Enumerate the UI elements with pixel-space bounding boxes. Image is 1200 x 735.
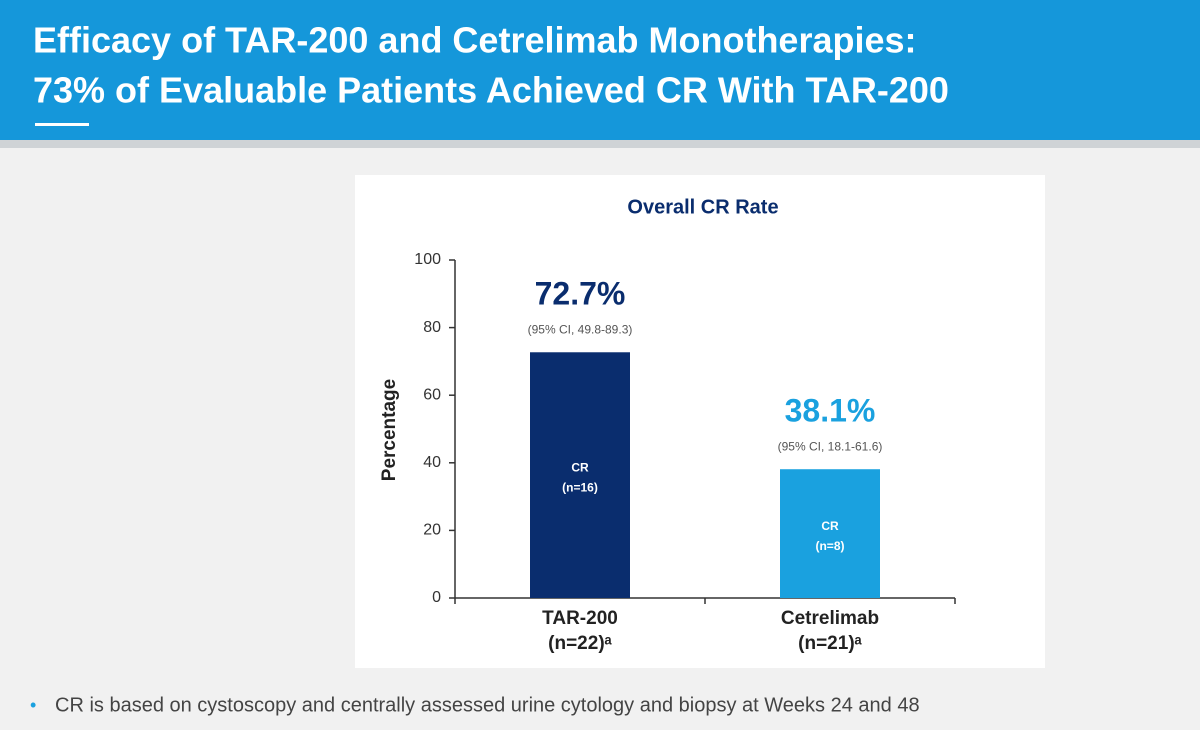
value-label: 72.7% <box>535 276 626 312</box>
y-tick-label: 100 <box>414 251 441 268</box>
y-tick-label: 60 <box>423 386 441 403</box>
y-axis-label: Percentage <box>379 379 400 481</box>
bar-label: CR <box>571 460 589 474</box>
y-tick-label: 80 <box>423 319 441 336</box>
chart-panel <box>355 175 1045 668</box>
x-tick-label: TAR-200 <box>542 608 618 629</box>
header-shadow <box>0 140 1200 148</box>
slide-title-line: 73% of Evaluable Patients Achieved CR Wi… <box>33 70 949 111</box>
header-accent <box>35 123 89 126</box>
y-tick-label: 20 <box>423 522 441 539</box>
y-tick-label: 40 <box>423 454 441 471</box>
slide-title-line: Efficacy of TAR-200 and Cetrelimab Monot… <box>33 20 917 61</box>
y-tick-label: 0 <box>432 589 441 606</box>
x-tick-label: Cetrelimab <box>781 608 879 629</box>
chart-title: Overall CR Rate <box>627 196 778 218</box>
bar <box>780 469 880 598</box>
ci-label: (95% CI, 49.8-89.3) <box>528 322 633 336</box>
header-band <box>0 0 1200 140</box>
x-tick-sublabel: (n=21)ᵃ <box>798 633 862 654</box>
bar-label: (n=8) <box>815 539 844 553</box>
value-label: 38.1% <box>785 393 876 429</box>
ci-label: (95% CI, 18.1-61.6) <box>778 439 883 453</box>
x-tick-sublabel: (n=22)ᵃ <box>548 633 612 654</box>
bar <box>530 352 630 598</box>
bullet: • <box>30 695 36 715</box>
plot: 0 20 40 60 80 100 TAR-200 (n=22)ᵃ 72.7% (95% CI, … <box>414 251 956 654</box>
bar-label: (n=16) <box>562 480 598 494</box>
footnote: CR is based on cystoscopy and centrally … <box>55 694 920 716</box>
bar-label: CR <box>821 519 839 533</box>
